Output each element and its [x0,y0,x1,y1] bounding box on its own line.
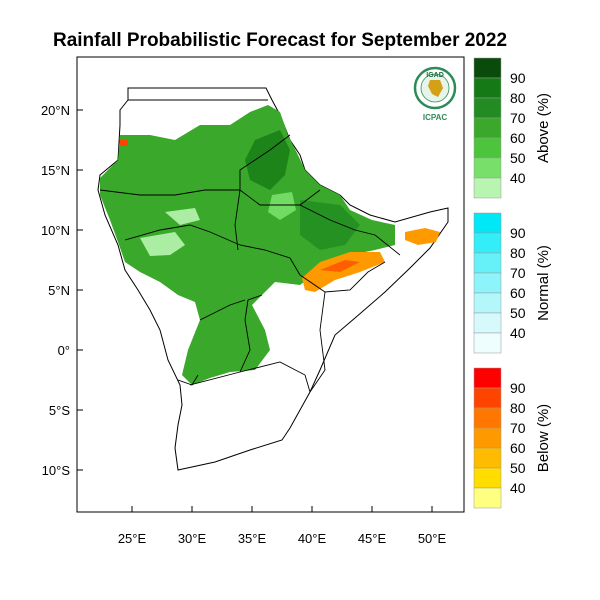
logo-bottom-text: ICPAC [423,113,448,122]
colorbar-label: 90 [510,225,526,241]
lon-tick-label: 40°E [298,531,327,546]
colorbar-swatch [473,272,502,294]
colorbar-2: 90 80 70 60 50 40 Normal (%) [473,212,552,354]
colorbar-3: 90 80 70 60 50 40 Below (%) [473,367,552,509]
colorbar-label: 40 [510,325,526,341]
colorbar-swatch [473,252,502,274]
logo-top-text: IGAD [426,72,444,79]
above-normal-dark-patch [245,130,290,190]
colorbar-swatch [473,232,502,254]
colorbar-label: 60 [510,285,526,301]
colorbar-swatch [473,467,502,489]
lat-tick-label: 10°N [41,223,70,238]
country-borders [99,99,401,393]
below-normal-area-east [405,228,440,245]
lon-tick-label: 50°E [418,531,447,546]
above-normal-area [100,105,395,385]
above-normal-light-patch-3 [268,192,296,220]
colorbar-label: 60 [510,130,526,146]
colorbar-label: 40 [510,170,526,186]
below-normal-spot [120,140,128,146]
colorbar-label: 60 [510,440,526,456]
colorbar-swatch [473,292,502,314]
above-normal-light-patch-2 [165,208,200,225]
lon-tick-labels: 25°E 30°E 35°E 40°E 45°E 50°E [118,531,447,546]
lat-tick-labels: 20°N 15°N 10°N 5°N 0° 5°S 10°S [41,103,70,478]
colorbar-label: 70 [510,110,526,126]
colorbar-label: 50 [510,150,526,166]
colorbar-label: 70 [510,420,526,436]
lat-tick-label: 5°N [48,283,70,298]
colorbar-swatch [473,97,502,119]
below-normal-area-core [320,260,360,272]
lat-tick-label: 10°S [42,463,71,478]
lat-tick-label: 0° [58,343,70,358]
colorbar-label: 80 [510,245,526,261]
colorbar-label: 90 [510,70,526,86]
colorbar-swatch [473,367,502,389]
colorbar-title: Normal (%) [535,245,552,321]
lon-tick-label: 35°E [238,531,267,546]
colorbar-swatch [473,177,502,199]
colorbar-swatch [473,407,502,429]
lat-tick-label: 5°S [49,403,70,418]
colorbar-swatch [473,77,502,99]
colorbar-label: 50 [510,460,526,476]
colorbar-label: 70 [510,265,526,281]
colorbar-label: 80 [510,90,526,106]
icpac-logo: IGAD ICPAC [413,66,457,122]
colorbar-swatch [473,137,502,159]
colorbar-swatch [473,447,502,469]
colorbar-group: 90 80 70 60 50 40 Above (%) 90 80 70 60 50 40 Normal … [473,57,552,509]
colorbar-label: 40 [510,480,526,496]
colorbar-label: 90 [510,380,526,396]
lon-tick-label: 25°E [118,531,147,546]
colorbar-swatch [473,487,502,509]
map-title: Rainfall Probabilistic Forecast for Sept… [52,30,508,51]
colorbar-title: Below (%) [535,404,552,472]
colorbar-swatch [473,157,502,179]
below-normal-area [302,252,385,292]
lat-tick-label: 20°N [41,103,70,118]
colorbar-1: 90 80 70 60 50 40 Above (%) [473,57,552,199]
colorbar-swatch [473,387,502,409]
colorbar-swatch [473,332,502,354]
colorbar-swatch [473,117,502,139]
colorbar-label: 80 [510,400,526,416]
lat-tick-label: 15°N [41,163,70,178]
colorbar-swatch [473,427,502,449]
colorbar-swatch [473,212,502,234]
lon-tick-label: 45°E [358,531,387,546]
above-normal-light-patch [140,232,185,256]
colorbar-title: Above (%) [535,93,552,163]
colorbar-label: 50 [510,305,526,321]
colorbar-swatch [473,312,502,334]
africa-icon [428,80,443,97]
lon-tick-label: 30°E [178,531,207,546]
colorbar-swatch [473,57,502,79]
axis-ticks [77,109,433,512]
